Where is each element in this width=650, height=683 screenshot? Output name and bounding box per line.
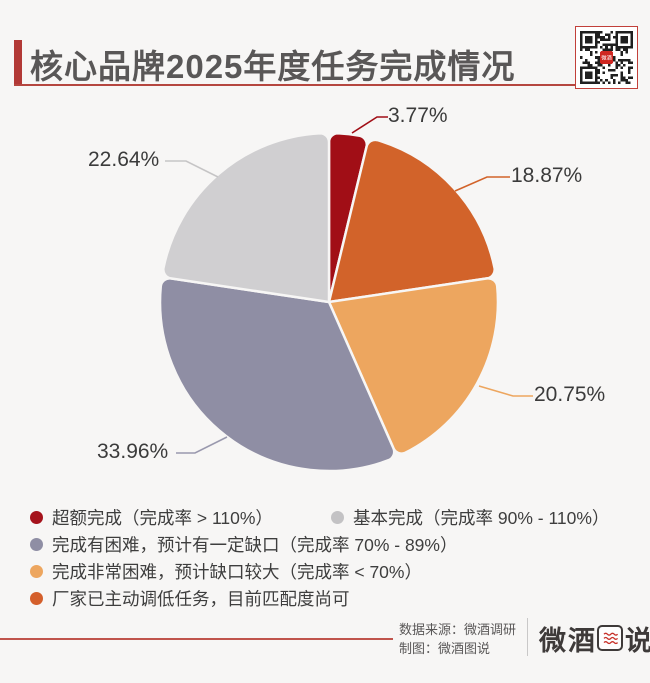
- slice-label-basic: 22.64%: [88, 148, 160, 171]
- leader-line-2: [478, 385, 533, 397]
- footer-vertical-divider: [527, 618, 528, 656]
- legend-item-exceeded: 超额完成（完成率 > 110%）: [30, 505, 331, 530]
- logo-char: 酒: [568, 625, 595, 656]
- chart-credit-text: 制图：微酒图说: [399, 641, 491, 656]
- legend-item-very-hard: 完成非常困难，预计缺口较大（完成率 < 70%）: [30, 559, 422, 584]
- title-accent-bar: [14, 40, 22, 85]
- legend-dot: [30, 592, 43, 605]
- legend-label: 厂家已主动调低任务，目前匹配度尚可: [52, 589, 350, 609]
- logo-char: 说: [625, 625, 650, 656]
- page-title: 核心品牌2025年度任务完成情况: [30, 48, 516, 85]
- footer-credits: 数据来源：微酒调研 制图：微酒图说: [399, 620, 516, 658]
- pie-slice-4: [162, 131, 331, 304]
- pie-slice-1: [327, 138, 496, 304]
- legend-label: 完成有困难，预计有一定缺口（完成率 70% - 89%）: [52, 535, 458, 555]
- legend-item-basic: 基本完成（完成率 90% - 110%）: [331, 505, 609, 530]
- slice-label-lowered: 18.87%: [511, 164, 583, 187]
- legend-row: 完成有困难，预计有一定缺口（完成率 70% - 89%）: [30, 531, 636, 558]
- title-underline: [14, 84, 638, 86]
- leader-line-3: [176, 436, 228, 454]
- qr-pattern-icon: 微酒: [580, 31, 633, 84]
- qr-code: 微酒: [575, 26, 638, 89]
- legend-item-lowered: 厂家已主动调低任务，目前匹配度尚可: [30, 586, 350, 611]
- leader-line-1: [454, 176, 510, 192]
- footer-rule-line: [0, 638, 393, 640]
- weijiu-logo: 微酒 说: [539, 620, 650, 656]
- svg-text:微酒: 微酒: [601, 54, 612, 62]
- legend-row: 完成非常困难，预计缺口较大（完成率 < 70%）: [30, 558, 636, 585]
- chart-legend: 超额完成（完成率 > 110%） 基本完成（完成率 90% - 110%） 完成…: [30, 504, 636, 612]
- legend-dot: [30, 511, 43, 524]
- legend-label: 超额完成（完成率 > 110%）: [52, 508, 273, 528]
- legend-row: 超额完成（完成率 > 110%） 基本完成（完成率 90% - 110%）: [30, 504, 636, 531]
- wavy-lines-icon: [603, 632, 618, 644]
- slice-label-exceeded: 3.77%: [388, 104, 448, 127]
- legend-dot: [331, 511, 344, 524]
- logo-char: 微: [539, 625, 566, 656]
- legend-label: 基本完成（完成率 90% - 110%）: [353, 508, 610, 528]
- slice-label-difficult: 33.96%: [97, 440, 169, 463]
- logo-chart-icon: [597, 625, 623, 651]
- leader-line-0: [351, 116, 388, 134]
- pie-slice-2: [327, 277, 500, 455]
- slice-label-very-hard: 20.75%: [534, 383, 606, 406]
- legend-dot: [30, 565, 43, 578]
- legend-dot: [30, 538, 43, 551]
- legend-row: 厂家已主动调低任务，目前匹配度尚可: [30, 585, 636, 612]
- legend-label: 完成非常困难，预计缺口较大（完成率 < 70%）: [52, 562, 422, 582]
- legend-item-difficult: 完成有困难，预计有一定缺口（完成率 70% - 89%）: [30, 532, 457, 557]
- pie-slice-3: [158, 277, 396, 473]
- leader-line-4: [165, 160, 219, 178]
- data-source-text: 数据来源：微酒调研: [399, 622, 517, 637]
